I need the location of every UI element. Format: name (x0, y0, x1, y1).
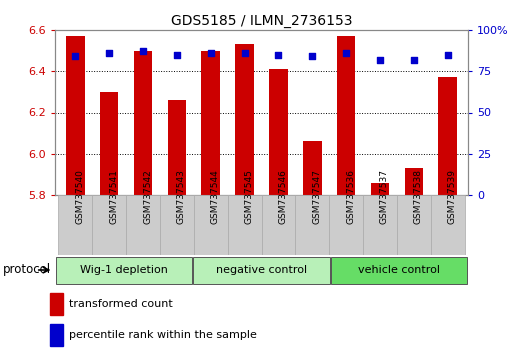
Bar (66, 36, 85, 195)
Bar (303, 141, 322, 195)
Bar (160, 195, 194, 255)
Text: GSM737543: GSM737543 (177, 169, 186, 224)
Text: Wig-1 depletion: Wig-1 depletion (80, 265, 168, 275)
Bar (194, 195, 228, 255)
Bar (331, 257, 467, 284)
Bar (363, 195, 397, 255)
Bar (50, 324, 63, 346)
Point (207, 50, 215, 56)
Bar (337, 36, 356, 195)
Point (105, 50, 113, 56)
Point (71, 53, 80, 59)
Text: GSM737545: GSM737545 (245, 169, 253, 224)
Bar (58, 195, 92, 255)
Point (241, 50, 249, 56)
Point (274, 52, 283, 58)
Text: GSM737540: GSM737540 (75, 169, 84, 224)
Bar (50, 293, 63, 315)
Point (444, 52, 452, 58)
Bar (126, 195, 160, 255)
Point (173, 52, 181, 58)
Text: GSM737539: GSM737539 (448, 169, 457, 224)
Text: transformed count: transformed count (69, 299, 173, 309)
Point (139, 48, 147, 54)
Text: protocol: protocol (3, 263, 51, 276)
Bar (295, 195, 329, 255)
Text: percentile rank within the sample: percentile rank within the sample (69, 330, 257, 340)
Text: negative control: negative control (216, 265, 307, 275)
Bar (405, 168, 423, 195)
Bar (329, 195, 363, 255)
Bar (439, 78, 457, 195)
Text: GSM737537: GSM737537 (380, 169, 389, 224)
Point (410, 57, 418, 63)
Text: GSM737547: GSM737547 (312, 169, 321, 224)
Bar (262, 195, 295, 255)
Bar (397, 195, 431, 255)
Point (376, 57, 384, 63)
Text: GSM737538: GSM737538 (414, 169, 423, 224)
Bar (100, 92, 119, 195)
Bar (269, 69, 288, 195)
Bar (92, 195, 126, 255)
Title: GDS5185 / ILMN_2736153: GDS5185 / ILMN_2736153 (171, 13, 352, 28)
Bar (56, 257, 192, 284)
Text: vehicle control: vehicle control (358, 265, 440, 275)
Bar (235, 45, 254, 195)
Bar (228, 195, 262, 255)
Bar (371, 183, 389, 195)
Text: GSM737544: GSM737544 (211, 170, 220, 224)
Text: GSM737541: GSM737541 (109, 169, 118, 224)
Point (308, 53, 317, 59)
Bar (431, 195, 465, 255)
Text: GSM737536: GSM737536 (346, 169, 355, 224)
Bar (193, 257, 330, 284)
Bar (168, 100, 186, 195)
Point (342, 50, 350, 56)
Text: GSM737546: GSM737546 (279, 169, 287, 224)
Bar (134, 51, 152, 195)
Text: GSM737542: GSM737542 (143, 170, 152, 224)
Bar (202, 51, 220, 195)
